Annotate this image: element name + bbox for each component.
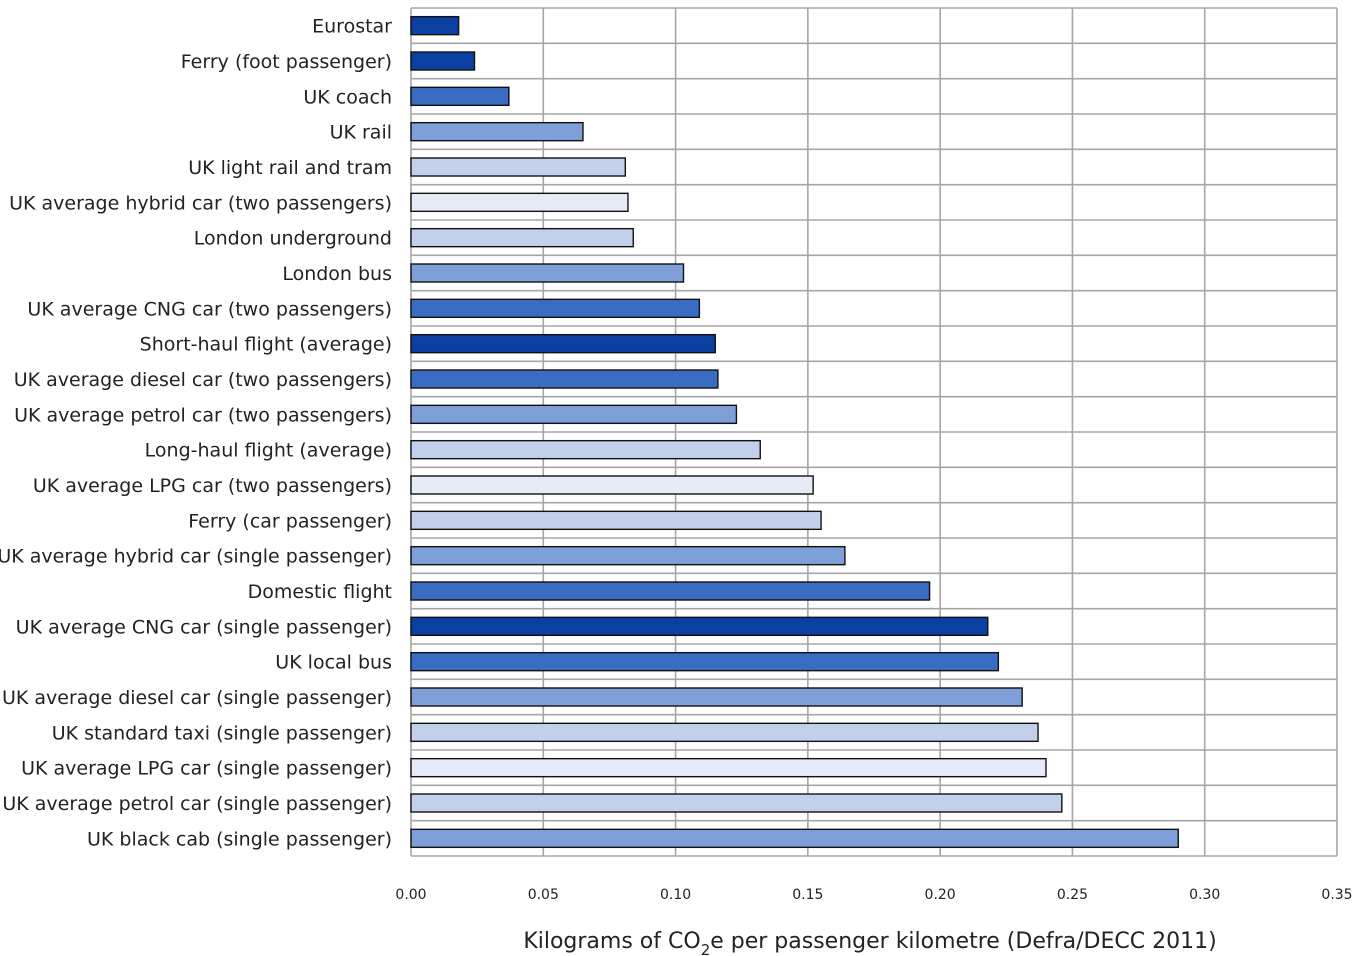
category-labels: Eurostar Ferry (foot passenger) UK coach UK… <box>0 16 392 851</box>
category-label: UK average petrol car (two passengers) <box>14 404 392 426</box>
bar-22 <box>410 757 1047 778</box>
x-tick-label: 0.25 <box>1057 887 1088 903</box>
bar-17 <box>410 581 931 601</box>
category-label: UK average CNG car (two passengers) <box>27 298 392 320</box>
x-tick-label: 0.35 <box>1321 887 1352 903</box>
bar-2 <box>410 51 476 71</box>
bar-1 <box>410 15 460 36</box>
category-label: UK average LPG car (two passengers) <box>33 475 392 497</box>
category-label: UK light rail and tram <box>188 157 392 179</box>
bar-14 <box>410 475 814 495</box>
bar-24 <box>410 828 1179 849</box>
category-label: UK average diesel car (single passenger) <box>2 687 392 709</box>
category-label: UK standard taxi (single passenger) <box>52 722 392 744</box>
category-label: London underground <box>194 228 392 250</box>
category-label: Short-haul flight (average) <box>140 334 392 356</box>
bar-10 <box>410 333 716 354</box>
category-label: UK local bus <box>275 652 392 674</box>
bar-21 <box>410 722 1039 743</box>
bar-12 <box>410 404 738 425</box>
category-label: UK average hybrid car (two passengers) <box>9 192 392 214</box>
x-axis-title-subscript: 2 <box>701 941 711 956</box>
category-label: UK coach <box>303 86 392 108</box>
bar-7 <box>410 227 634 248</box>
x-tick-label: 0.10 <box>660 887 691 903</box>
bar-9 <box>410 298 701 319</box>
category-label: UK rail <box>330 122 392 144</box>
bars <box>410 15 1179 849</box>
x-tick-label: 0.15 <box>792 887 823 903</box>
category-label: UK average hybrid car (single passenger) <box>0 546 392 568</box>
x-tick-label: 0.30 <box>1189 887 1220 903</box>
bar-4 <box>410 121 584 142</box>
bar-16 <box>410 545 846 566</box>
x-axis-title-rest: e per passenger kilometre (Defra/DECC 20… <box>710 929 1216 954</box>
category-label: UK average CNG car (single passenger) <box>16 616 392 638</box>
gridlines <box>410 7 1338 857</box>
bar-19 <box>410 651 1000 672</box>
x-axis-title-main: Kilograms of CO <box>523 929 700 954</box>
bar-8 <box>410 263 685 283</box>
x-tick-label: 0.20 <box>925 887 956 903</box>
category-label: Ferry (foot passenger) <box>181 51 392 73</box>
x-tick-labels: 0.00 0.05 0.10 0.15 0.20 0.25 0.30 0.35 <box>395 887 1352 903</box>
category-label: UK average petrol car (single passenger) <box>2 793 392 815</box>
category-label: Long-haul flight (average) <box>145 440 392 462</box>
category-label: UK black cab (single passenger) <box>87 828 392 850</box>
category-label: UK average diesel car (two passengers) <box>14 369 392 391</box>
category-label: Ferry (car passenger) <box>188 510 392 532</box>
bar-20 <box>410 687 1023 707</box>
x-tick-label: 0.05 <box>528 887 559 903</box>
bar-15 <box>410 510 822 531</box>
category-label: UK average LPG car (single passenger) <box>21 758 392 780</box>
bar-5 <box>410 157 627 177</box>
x-axis-title: Kilograms of CO2e per passenger kilometr… <box>523 929 1216 956</box>
bar-23 <box>410 793 1063 813</box>
bar-18 <box>410 616 989 637</box>
bar-13 <box>410 439 761 460</box>
category-label: Eurostar <box>312 16 392 38</box>
bar-11 <box>410 369 719 389</box>
bar-3 <box>410 86 510 107</box>
category-label: Domestic flight <box>248 581 392 603</box>
category-label: London bus <box>282 263 392 285</box>
x-tick-label: 0.00 <box>395 887 426 903</box>
bar-6 <box>410 192 629 213</box>
